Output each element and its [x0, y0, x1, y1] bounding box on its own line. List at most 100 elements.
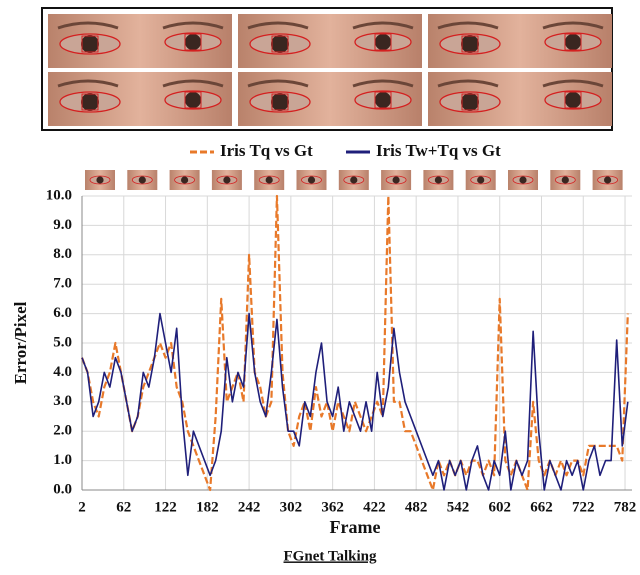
eye-images — [48, 14, 612, 126]
legend-label: Iris Tq vs Gt — [220, 141, 313, 160]
iris — [81, 93, 99, 111]
iris-box — [184, 91, 202, 109]
iris-box — [184, 33, 202, 51]
x-tick-label: 242 — [238, 499, 261, 515]
iris — [564, 33, 582, 51]
iris — [271, 93, 289, 111]
brow — [57, 79, 224, 88]
eye-contour — [258, 175, 280, 185]
eye-contour — [354, 90, 412, 110]
iris-box — [461, 93, 479, 111]
eye-contour — [427, 175, 449, 185]
iris-box — [81, 93, 99, 111]
eye-contour — [597, 175, 618, 185]
eye-contour — [59, 33, 121, 55]
x-tick-label: 602 — [488, 499, 511, 515]
iris — [461, 93, 479, 111]
iris — [184, 33, 202, 51]
eye-contour — [439, 91, 501, 113]
eye-contour — [164, 32, 222, 52]
y-tick-label: 10.0 — [46, 187, 72, 203]
x-tick-label: 782 — [614, 499, 637, 515]
eye-contour — [439, 33, 501, 55]
iris — [271, 35, 289, 53]
x-tick-label: 182 — [196, 499, 219, 515]
iris — [374, 33, 392, 51]
eye-contour — [554, 175, 576, 185]
y-axis-label: Error/Pixel — [11, 301, 30, 384]
x-tick-label: 302 — [280, 499, 303, 515]
iris-box — [271, 93, 289, 111]
iris — [461, 35, 479, 53]
iris-box — [564, 91, 582, 109]
y-tick-label: 3.0 — [53, 393, 72, 409]
eye-contour — [354, 32, 412, 52]
eye-contour — [470, 175, 492, 185]
legend-label: Iris Tw+Tq vs Gt — [376, 141, 501, 160]
iris — [374, 91, 392, 109]
x-tick-label: 362 — [321, 499, 344, 515]
y-tick-label: 0.0 — [53, 481, 72, 497]
iris — [138, 176, 146, 184]
iris — [265, 176, 273, 184]
eye-contour — [544, 32, 602, 52]
y-tick-label: 8.0 — [53, 246, 72, 262]
eye-contour — [174, 175, 196, 185]
iris-box — [564, 33, 582, 51]
brow — [437, 21, 604, 30]
x-tick-label: 62 — [116, 499, 131, 515]
y-tick-label: 7.0 — [53, 276, 72, 292]
data-line — [81, 312, 629, 491]
eye-contour — [249, 91, 311, 113]
eye-contour — [544, 90, 602, 110]
eye-contour — [131, 175, 153, 185]
brow — [247, 21, 414, 30]
iris-box — [271, 35, 289, 53]
legend: Iris Tq vs Gt Iris Tw+Tq vs Gt — [190, 141, 501, 160]
y-tick-label: 6.0 — [53, 305, 72, 321]
eye-contour — [301, 175, 322, 185]
iris — [181, 176, 189, 184]
eye-contour — [385, 175, 407, 185]
iris-box — [81, 35, 99, 53]
x-tick-label: 2 — [78, 499, 86, 515]
iris — [350, 176, 358, 184]
eye-contour — [59, 91, 121, 113]
x-tick-label: 422 — [363, 499, 386, 515]
y-tick-label: 1.0 — [53, 452, 72, 468]
iris — [604, 176, 612, 184]
y-tick-label: 4.0 — [53, 364, 72, 380]
brow — [437, 79, 604, 88]
brow — [247, 79, 414, 88]
iris — [392, 176, 400, 184]
x-tick-label: 542 — [447, 499, 470, 515]
x-tick-label: 722 — [572, 499, 595, 515]
eye-contour — [216, 175, 238, 185]
iris — [307, 176, 316, 184]
x-tick-label: 122 — [154, 499, 177, 515]
iris — [564, 91, 582, 109]
iris — [477, 176, 485, 184]
iris-box — [374, 91, 392, 109]
caption: FGnet Talking — [284, 548, 377, 564]
iris-box — [461, 35, 479, 53]
eye-contour — [164, 90, 222, 110]
iris — [519, 176, 527, 184]
iris — [81, 35, 99, 53]
eye-contour — [249, 33, 311, 55]
iris — [96, 176, 104, 184]
eye-thumbnails — [85, 170, 623, 190]
x-tick-label: 662 — [530, 499, 553, 515]
iris — [434, 176, 442, 184]
eye-contour — [512, 175, 534, 185]
x-tick-label: 482 — [405, 499, 428, 515]
iris — [184, 91, 202, 109]
y-tick-label: 5.0 — [53, 334, 72, 350]
y-tick-label: 2.0 — [53, 423, 72, 439]
eye-contour — [89, 175, 111, 185]
brow — [57, 21, 224, 30]
y-tick-label: 9.0 — [53, 217, 72, 233]
iris-box — [374, 33, 392, 51]
iris — [561, 176, 569, 184]
